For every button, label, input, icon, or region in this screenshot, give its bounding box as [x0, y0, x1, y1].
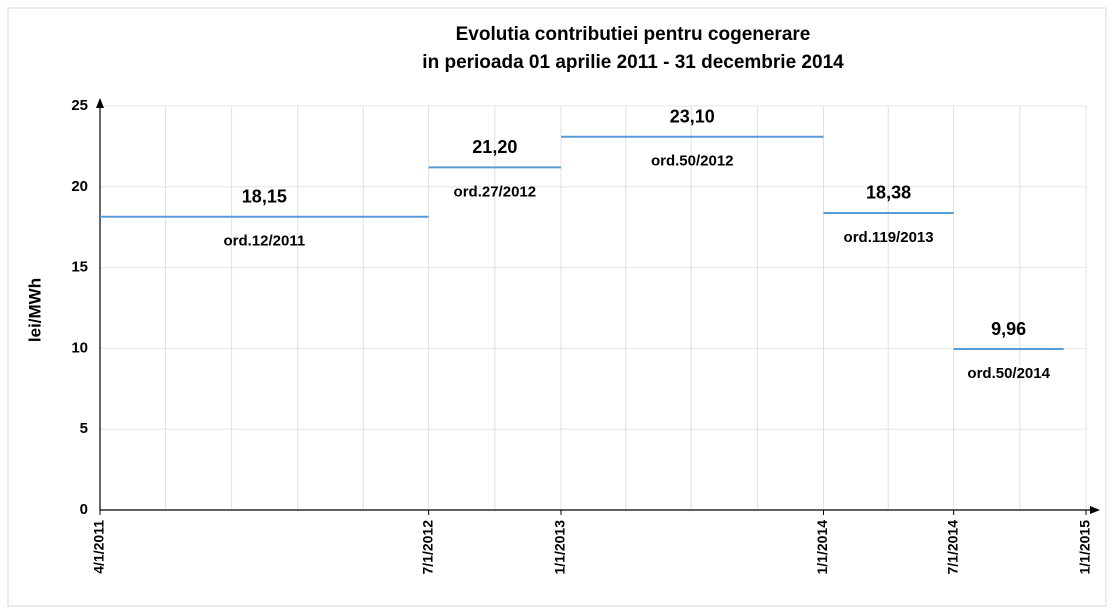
- x-tick-label: 1/1/2014: [814, 520, 830, 575]
- x-axis-arrow: [1090, 506, 1100, 514]
- segment-label: ord.119/2013: [844, 229, 934, 246]
- y-tick-label: 25: [71, 97, 88, 114]
- x-tick-label: 7/1/2012: [419, 520, 435, 575]
- value-label: 18,15: [242, 186, 287, 206]
- y-tick-label: 10: [71, 339, 88, 356]
- x-tick-label: 1/1/2015: [1077, 520, 1093, 575]
- y-tick-label: 0: [80, 501, 88, 518]
- chart-title: in perioada 01 aprilie 2011 - 31 decembr…: [422, 52, 844, 73]
- y-tick-label: 20: [71, 178, 88, 195]
- segment-label: ord.50/2014: [967, 365, 1050, 382]
- segment-label: ord.12/2011: [223, 233, 305, 250]
- segment-label: ord.50/2012: [651, 153, 734, 170]
- x-tick-label: 4/1/2011: [91, 520, 107, 574]
- y-axis-arrow: [96, 98, 104, 108]
- x-tick-label: 7/1/2014: [944, 520, 960, 575]
- y-tick-label: 5: [80, 420, 88, 437]
- y-axis-label: lei/MWh: [25, 278, 44, 342]
- chart-title: Evolutia contributiei pentru cogenerare: [456, 24, 811, 45]
- segment-label: ord.27/2012: [454, 183, 537, 200]
- y-tick-label: 15: [71, 259, 88, 276]
- value-label: 9,96: [991, 319, 1026, 339]
- value-label: 18,38: [866, 183, 911, 203]
- value-label: 23,10: [670, 106, 715, 126]
- chart-frame: [7, 7, 1107, 607]
- value-label: 21,20: [472, 137, 517, 157]
- x-tick-label: 1/1/2013: [552, 520, 568, 575]
